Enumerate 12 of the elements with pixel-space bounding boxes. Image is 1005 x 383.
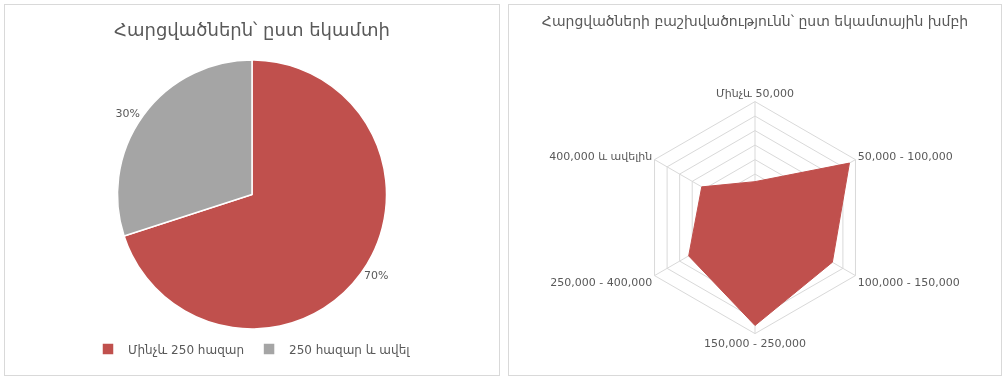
chart-title: Հարցվածների բաշխվածությունն՝ ըստ եկամտային խմբի [541,12,969,29]
spoke-label: 400,000 և ավելին [549,150,653,164]
spoke-label: 150,000 - 250,000 [704,337,806,351]
legend-label: 250 հազար և ավել [289,342,411,357]
spoke-label: 250,000 - 400,000 [550,275,653,289]
data-label: 30% [115,106,140,120]
spoke-label: Մինչև 50,000 [715,86,795,100]
spoke-label: 100,000 - 150,000 [857,275,960,289]
spoke-label: 50,000 - 100,000 [857,150,953,164]
legend-label: Մինչև 250 հազար [128,342,245,357]
data-label: 70% [364,269,389,283]
chart-title: Հարցվածներն՝ ըստ եկամտի [114,19,390,41]
